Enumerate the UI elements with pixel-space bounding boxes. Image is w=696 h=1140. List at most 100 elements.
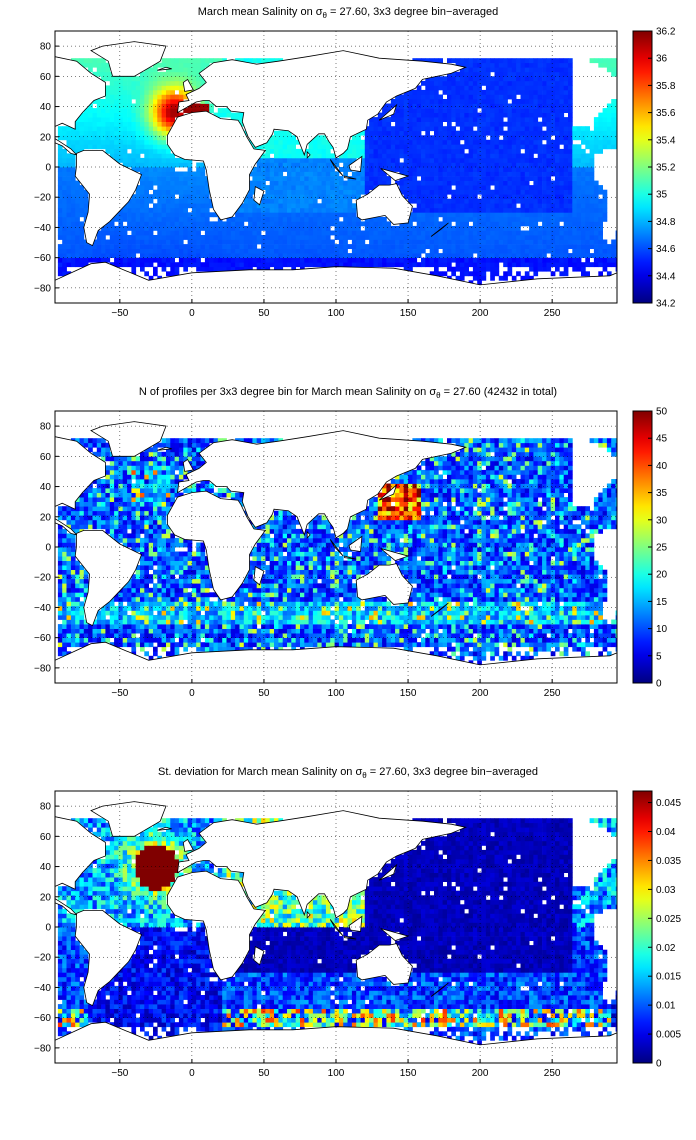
- bin-cell: [598, 148, 603, 154]
- bin-cell: [79, 492, 85, 498]
- bin-cell: [434, 189, 439, 195]
- bin-cell: [75, 257, 80, 263]
- bin-cell: [546, 235, 552, 240]
- bin-cell: [122, 117, 128, 122]
- bin-cell: [109, 76, 115, 82]
- bin-cell: [178, 185, 184, 190]
- bin-cell: [144, 257, 149, 263]
- bin-cell: [503, 135, 508, 141]
- bin-cell: [261, 207, 266, 213]
- bin-cell: [300, 157, 305, 163]
- bin-cell: [555, 194, 560, 200]
- bin-cell: [477, 248, 482, 254]
- bin-cell: [148, 642, 154, 648]
- bin-cell: [66, 574, 72, 580]
- bin-cell: [581, 180, 586, 186]
- bin-cell: [265, 225, 271, 231]
- bin-cell: [343, 262, 348, 268]
- bin-cell: [304, 180, 309, 186]
- bin-cell: [75, 230, 80, 236]
- bin-cell: [330, 239, 335, 245]
- bin-cell: [265, 235, 271, 240]
- bin-cell: [122, 253, 128, 258]
- bin-cell: [408, 262, 413, 268]
- bin-cell: [464, 62, 469, 68]
- bin-cell: [57, 126, 63, 132]
- bin-cell: [135, 103, 141, 109]
- bin-cell: [96, 501, 102, 507]
- bin-cell: [429, 99, 435, 104]
- bin-cell: [196, 71, 201, 77]
- bin-cell: [503, 248, 508, 254]
- bin-cell: [135, 153, 141, 159]
- bin-cell: [373, 176, 379, 181]
- bin-cell: [109, 117, 115, 122]
- bin-cell: [131, 488, 137, 493]
- bin-cell: [83, 587, 89, 593]
- bin-cell: [287, 253, 292, 258]
- bin-cell: [481, 230, 487, 236]
- bin-cell: [572, 176, 577, 181]
- bin-cell: [144, 130, 149, 136]
- bin-cell: [140, 225, 145, 231]
- bin-cell: [230, 216, 236, 222]
- bin-cell: [261, 176, 266, 181]
- bin-cell: [243, 198, 249, 204]
- bin-cell: [62, 221, 67, 227]
- bin-cell: [451, 153, 456, 159]
- bin-cell: [83, 515, 89, 521]
- bin-cell: [96, 442, 102, 448]
- bin-cell: [161, 235, 167, 240]
- bin-cell: [321, 180, 327, 186]
- bin-cell: [438, 108, 443, 113]
- bin-cell: [550, 76, 556, 82]
- bin-cell: [537, 207, 543, 213]
- bin-cell: [183, 176, 188, 181]
- bin-cell: [222, 262, 227, 268]
- bin-cell: [248, 207, 253, 213]
- bin-cell: [304, 203, 309, 209]
- bin-cell: [191, 239, 197, 245]
- bin-cell: [114, 121, 119, 127]
- bin-cell: [494, 103, 500, 109]
- bin-cell: [537, 89, 543, 95]
- bin-cell: [170, 157, 175, 163]
- bin-cell: [434, 157, 439, 163]
- bin-cell: [295, 230, 301, 236]
- bin-cell: [555, 225, 560, 231]
- bin-cell: [563, 262, 569, 268]
- bin-cell: [568, 257, 573, 263]
- bin-cell: [325, 180, 331, 186]
- bin-cell: [503, 99, 508, 104]
- bin-cell: [403, 117, 409, 122]
- bin-cell: [278, 266, 284, 272]
- bin-cell: [516, 262, 521, 268]
- bin-cell: [122, 483, 128, 489]
- bin-cell: [395, 253, 400, 258]
- bin-cell: [386, 221, 392, 227]
- bin-cell: [330, 162, 335, 168]
- bin-cell: [429, 271, 435, 277]
- bin-cell: [239, 262, 245, 268]
- bin-cell: [351, 203, 357, 209]
- bin-cell: [170, 212, 175, 218]
- bin-cell: [477, 71, 482, 77]
- bin-cell: [451, 266, 456, 272]
- bin-cell: [503, 67, 508, 73]
- bin-cell: [377, 139, 383, 145]
- bin-cell: [537, 130, 543, 136]
- bin-cell: [485, 112, 491, 118]
- bin-cell: [278, 139, 284, 145]
- bin-cell: [308, 148, 314, 154]
- bin-cell: [585, 221, 590, 227]
- bin-cell: [131, 542, 137, 548]
- bin-cell: [317, 157, 322, 163]
- bin-cell: [92, 58, 98, 64]
- bin-cell: [343, 167, 348, 172]
- bin-cell: [325, 194, 331, 200]
- bin-cell: [204, 266, 210, 272]
- bin-cell: [356, 135, 361, 141]
- bin-cell: [563, 212, 569, 218]
- bin-cell: [576, 203, 582, 209]
- bin-cell: [494, 80, 500, 86]
